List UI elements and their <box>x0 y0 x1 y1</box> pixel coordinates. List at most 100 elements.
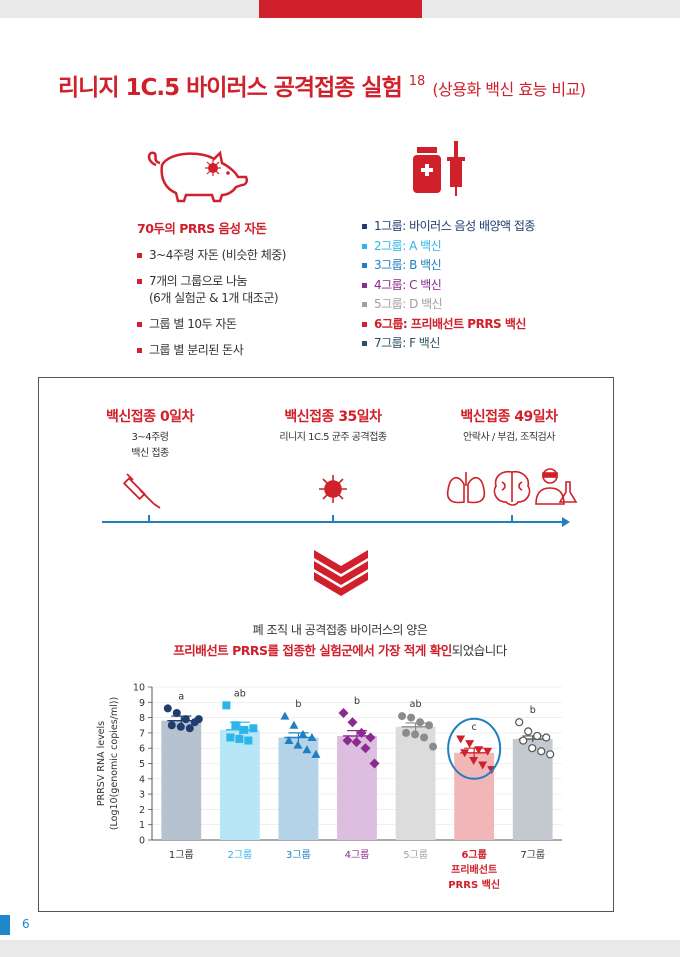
significance-letter: c <box>472 722 477 733</box>
chevron-down-icon <box>314 550 368 596</box>
experiment-box <box>38 377 614 912</box>
data-point <box>347 717 358 728</box>
y-tick-label: 9 <box>139 698 145 709</box>
legend-bullet <box>362 302 367 307</box>
data-point <box>240 725 249 734</box>
significance-letter: b <box>295 699 301 710</box>
data-point <box>249 724 258 733</box>
data-point <box>460 749 470 758</box>
x-tick-label: 2그룹 <box>227 849 252 861</box>
brain-icon <box>493 470 531 506</box>
timeline-graphic <box>102 468 578 527</box>
setup-heading: 70두의 PRRS 음성 자돈 <box>137 221 267 236</box>
x-tick-label: 3그룹 <box>286 849 311 861</box>
data-point <box>474 746 484 755</box>
x-tick-label: 7그룹 <box>520 849 545 861</box>
timeline-day35-heading: 백신접종 35일차 <box>284 409 382 425</box>
significance-letter: b <box>354 696 360 707</box>
data-point <box>416 718 425 727</box>
y-tick-label: 7 <box>139 728 145 739</box>
data-point <box>411 730 420 739</box>
group-legend-item: 7그룹: F 백신 <box>362 335 622 353</box>
syringe-icon <box>122 473 161 509</box>
x-tick-label: 4그룹 <box>345 849 370 861</box>
y-tick-label: 4 <box>139 774 145 785</box>
y-axis-label: PRRSV RNA levels (Log10(genomic copies/ml… <box>96 697 120 830</box>
data-point <box>533 731 542 741</box>
group-legend-item: 2그룹: A 백신 <box>362 238 622 256</box>
prrsv-bar-chart: PRRSV RNA levels (Log10(genomic copies/ml… <box>96 683 562 891</box>
x-tick-label: 5그룹 <box>403 849 428 861</box>
x-tick-label: 6그룹 <box>461 849 486 861</box>
data-point <box>293 740 303 749</box>
data-point <box>515 718 524 727</box>
legend-bullet <box>362 263 367 268</box>
footer-bar <box>0 940 680 957</box>
data-point <box>398 712 407 721</box>
legend-bullet <box>362 282 367 288</box>
legend-bullet <box>362 321 367 327</box>
virus-icon <box>319 475 347 503</box>
data-point <box>542 733 551 742</box>
data-point <box>338 708 349 719</box>
y-tick-label: 1 <box>139 820 145 831</box>
data-point <box>235 735 244 744</box>
data-point <box>425 721 434 730</box>
bar <box>161 720 202 840</box>
scientist-icon <box>535 468 578 505</box>
data-point <box>537 747 546 756</box>
timeline-day0-note: 3~4주령 백신 접종 <box>131 432 169 459</box>
data-point <box>302 745 312 754</box>
x-tick-label: 1그룹 <box>169 849 194 861</box>
data-point <box>429 742 438 751</box>
bar <box>512 739 553 840</box>
data-point <box>244 736 253 745</box>
top-accent-bar <box>259 0 422 18</box>
data-point <box>402 728 411 737</box>
highlight-ellipse <box>447 717 502 780</box>
highlight-label-line2: PRRS 백신 <box>448 878 500 891</box>
bar <box>395 726 436 840</box>
setup-item: 그룹 별 10두 자돈 <box>137 316 357 333</box>
data-point <box>284 736 294 745</box>
data-point <box>231 721 240 730</box>
group-legend-item: 5그룹: D 백신 <box>362 296 622 314</box>
page-title: 리니지 1C.5 바이러스 공격접종 실험 18 (상용화 백신 효능 비교) <box>58 74 586 101</box>
y-tick-label: 0 <box>139 836 145 847</box>
data-point <box>469 756 479 765</box>
groups-list: 1그룹: 바이러스 음성 배양액 접종 2그룹: A 백신 3그룹: B 백신 4그룹… <box>362 218 622 353</box>
setup-item: 7개의 그룹으로 나눔 (6개 실험군 & 1개 대조군) <box>137 273 357 307</box>
timeline-arrowhead <box>562 517 570 527</box>
data-point <box>465 740 475 749</box>
data-point <box>360 743 371 754</box>
y-tick-label: 5 <box>139 759 145 770</box>
data-point <box>307 732 317 741</box>
legend-bullet <box>362 341 367 346</box>
setup-section: 70두의 PRRS 음성 자돈 3~4주령 자돈 (비슷한 체중) 7개의 그룹으… <box>137 218 357 368</box>
data-point <box>222 701 231 710</box>
data-point <box>478 761 488 770</box>
legend-bullet <box>362 243 367 249</box>
group-legend-item: 1그룹: 바이러스 음성 배양액 접종 <box>362 218 622 236</box>
data-point <box>280 711 290 720</box>
highlight-label-line1: 프리배선트 <box>451 863 497 876</box>
data-point <box>351 737 362 748</box>
bar <box>337 735 377 840</box>
significance-letter: a <box>178 691 184 702</box>
y-tick-label: 2 <box>139 805 145 816</box>
setup-item: 그룹 별 분리된 돈사 <box>137 342 357 359</box>
y-tick-label: 6 <box>139 744 145 755</box>
y-tick-label: 10 <box>133 683 145 694</box>
significance-letter: ab <box>234 688 246 699</box>
significance-letter: ab <box>410 699 422 710</box>
data-point <box>167 721 176 730</box>
timeline-day49-heading: 백신접종 49일차 <box>460 409 558 425</box>
timeline-day49-note: 안락사 / 부검, 조직검사 <box>463 432 555 443</box>
group-legend-item: 6그룹: 프리배선트 PRRS 백신 <box>362 316 622 334</box>
data-point <box>369 758 380 769</box>
data-point <box>172 709 181 718</box>
pig-icon <box>147 150 249 203</box>
data-point <box>289 720 299 729</box>
significance-letter: b <box>530 705 536 716</box>
data-point <box>194 715 203 724</box>
